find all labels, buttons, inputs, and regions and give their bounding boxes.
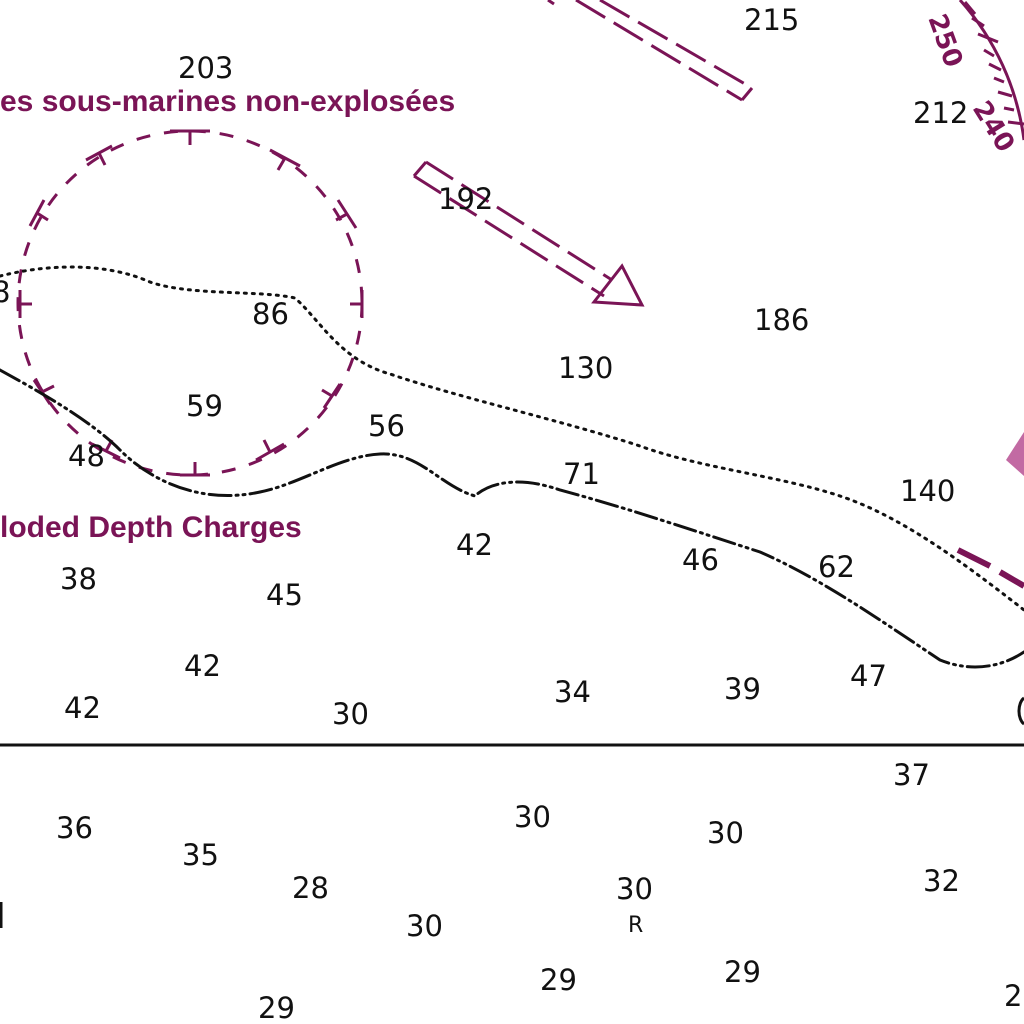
sounding-46: 46: [682, 543, 719, 577]
depth-contour-lower: [0, 368, 1024, 669]
depth-charge-area-circle: [16, 129, 364, 477]
seabed-rock-note: R: [628, 913, 643, 938]
edge-mark-right: [1017, 696, 1024, 726]
sounding-30: 30: [616, 872, 653, 906]
caption-french: es sous-marines non-explosées: [0, 85, 455, 118]
edge-fragment-right: 2: [1004, 979, 1022, 1013]
sounding-62: 62: [818, 550, 855, 584]
sounding-140: 140: [900, 474, 955, 508]
traffic-arrow-middle: [412, 160, 645, 307]
sounding-71: 71: [563, 457, 600, 491]
sounding-39: 39: [724, 672, 761, 706]
sounding-47: 47: [850, 659, 887, 693]
sounding-130: 130: [558, 351, 613, 385]
sounding-42: 42: [456, 528, 493, 562]
sounding-32: 32: [923, 864, 960, 898]
sounding-36: 36: [56, 811, 93, 845]
sounding-56: 56: [368, 409, 405, 443]
sounding-35: 35: [182, 838, 219, 872]
sounding-37: 37: [893, 758, 930, 792]
pink-area-marker: [1006, 432, 1024, 476]
sounding-42: 42: [184, 649, 221, 683]
soundings: 215 203 212 192 186 86 130 59 56 48 71 1…: [56, 3, 968, 1024]
sounding-42: 42: [64, 691, 101, 725]
sounding-30: 30: [707, 816, 744, 850]
compass-rose: 250 240: [921, 0, 1024, 158]
traffic-lane-right: [956, 547, 1024, 589]
sounding-38: 38: [60, 562, 97, 596]
compass-number-250: 250: [921, 10, 968, 71]
sounding-212: 212: [913, 96, 968, 130]
edge-fragment-left: 8: [0, 275, 10, 309]
sounding-29: 29: [540, 963, 577, 997]
sounding-30: 30: [332, 697, 369, 731]
sounding-45: 45: [266, 578, 303, 612]
sounding-28: 28: [292, 871, 329, 905]
sounding-29: 29: [258, 991, 295, 1024]
sounding-192: 192: [438, 182, 493, 216]
sounding-48: 48: [68, 439, 105, 473]
sounding-29: 29: [724, 955, 761, 989]
sounding-203: 203: [178, 51, 233, 85]
sounding-59: 59: [186, 389, 223, 423]
sounding-86: 86: [252, 297, 289, 331]
caption-english: loded Depth Charges: [0, 511, 302, 544]
sounding-34: 34: [554, 675, 591, 709]
sounding-30: 30: [514, 800, 551, 834]
sounding-30: 30: [406, 909, 443, 943]
sounding-215: 215: [744, 3, 799, 37]
depth-contour-upper: [0, 265, 1024, 612]
sounding-186: 186: [754, 303, 809, 337]
traffic-arrow-top: [547, 0, 754, 102]
compass-number-240: 240: [966, 96, 1020, 158]
